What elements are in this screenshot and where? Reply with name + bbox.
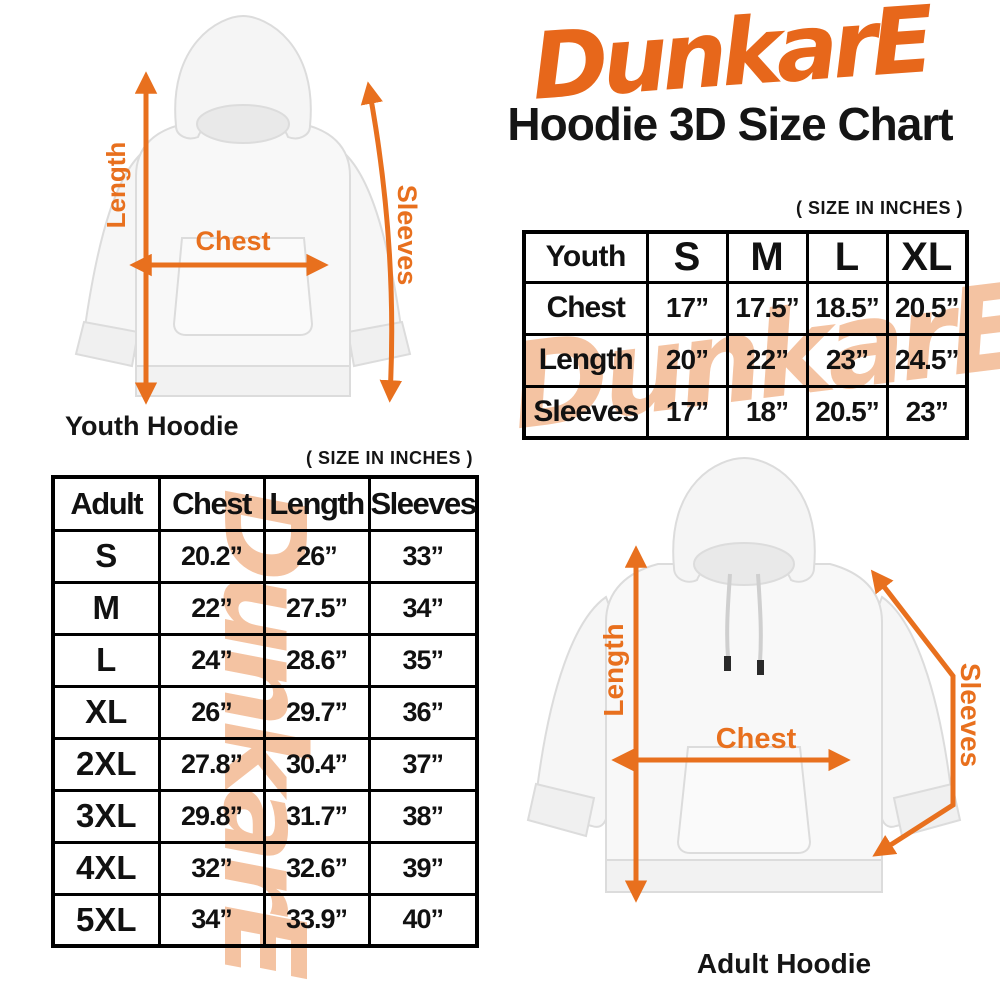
- page-title: Hoodie 3D Size Chart: [507, 97, 953, 150]
- cell: 35”: [367, 632, 479, 688]
- adult-chest-label: Chest: [716, 723, 797, 755]
- adult-row-m: M 22” 27.5” 34”: [51, 580, 479, 636]
- cell: 31.7”: [262, 788, 371, 844]
- youth-figure-caption: Youth Hoodie: [65, 411, 239, 441]
- adult-size-section: ( SIZE IN INCHES ) DunkarE Adult Chest L…: [51, 448, 479, 974]
- adult-row-3xl: 3XL 29.8” 31.7” 38”: [51, 788, 479, 844]
- row-label: 2XL: [51, 736, 161, 792]
- adult-row-xl: XL 26” 29.7” 36”: [51, 684, 479, 740]
- cell: 18.5”: [805, 280, 889, 336]
- cell: 24.5”: [885, 332, 969, 388]
- row-label: 3XL: [51, 788, 161, 844]
- cell: 20.5”: [885, 280, 969, 336]
- row-label: 4XL: [51, 840, 161, 896]
- row-label: Chest: [522, 280, 649, 336]
- cell: 33.9”: [262, 892, 371, 948]
- cell: 37”: [367, 736, 479, 792]
- youth-size-section: ( SIZE IN INCHES ) DunkarE Youth S M L X…: [503, 198, 1000, 456]
- cell: 34”: [367, 580, 479, 636]
- adult-row-4xl: 4XL 32” 32.6” 39”: [51, 840, 479, 896]
- cell: 24”: [157, 632, 266, 688]
- row-label: 5XL: [51, 892, 161, 948]
- adult-hoodie-drawing: [526, 456, 962, 893]
- youth-units-note: ( SIZE IN INCHES ): [795, 198, 963, 218]
- cell: 28.6”: [262, 632, 371, 688]
- youth-chest-label: Chest: [195, 226, 270, 256]
- cell: 23”: [885, 384, 969, 440]
- youth-length-label: Length: [101, 142, 131, 229]
- cell: 20”: [645, 332, 729, 388]
- youth-sleeves-label: Sleeves: [392, 185, 422, 286]
- adult-row-2xl: 2XL 27.8” 30.4” 37”: [51, 736, 479, 792]
- youth-table-header-row: Youth S M L XL: [522, 230, 969, 284]
- adult-sleeves-arrow: [870, 569, 956, 857]
- cell: 17”: [645, 384, 729, 440]
- cell: 38”: [367, 788, 479, 844]
- cell: 29.8”: [157, 788, 266, 844]
- adult-units-note: ( SIZE IN INCHES ): [305, 448, 473, 468]
- adult-table-header-row: Adult Chest Length Sleeves: [51, 475, 479, 532]
- row-label: L: [51, 632, 161, 688]
- cell: 22”: [725, 332, 809, 388]
- cell: 26”: [262, 528, 371, 584]
- row-label: Length: [522, 332, 649, 388]
- adult-table-corner: Adult: [51, 475, 161, 532]
- cell: 27.5”: [262, 580, 371, 636]
- youth-col-l: L: [805, 230, 889, 284]
- youth-col-m: M: [725, 230, 809, 284]
- cell: 17”: [645, 280, 729, 336]
- adult-hoodie-figure: Length Chest Sleeves Adult Hoodie: [488, 452, 1000, 1000]
- adult-col-chest: Chest: [157, 475, 266, 532]
- adult-row-l: L 24” 28.6” 35”: [51, 632, 479, 688]
- cell: 20.5”: [805, 384, 889, 440]
- adult-row-5xl: 5XL 34” 33.9” 40”: [51, 892, 479, 948]
- adult-row-s: S 20.2” 26” 33”: [51, 528, 479, 584]
- adult-col-length: Length: [262, 475, 371, 532]
- youth-table-corner: Youth: [522, 230, 649, 284]
- row-label: XL: [51, 684, 161, 740]
- cell: 17.5”: [725, 280, 809, 336]
- cell: 23”: [805, 332, 889, 388]
- cell: 34”: [157, 892, 266, 948]
- youth-length-row: Length 20” 22” 23” 24.5”: [522, 332, 969, 388]
- row-label: M: [51, 580, 161, 636]
- cell: 22”: [157, 580, 266, 636]
- youth-col-xl: XL: [885, 230, 969, 284]
- cell: 33”: [367, 528, 479, 584]
- adult-sleeves-label: Sleeves: [955, 663, 986, 767]
- cell: 26”: [157, 684, 266, 740]
- youth-col-s: S: [645, 230, 729, 284]
- adult-hoodie-illustration: Length Chest Sleeves: [526, 456, 986, 903]
- cell: 36”: [367, 684, 479, 740]
- cell: 39”: [367, 840, 479, 896]
- cell: 40”: [367, 892, 479, 948]
- adult-size-table: Adult Chest Length Sleeves S 20.2” 26” 3…: [51, 475, 479, 948]
- row-label: Sleeves: [522, 384, 649, 440]
- cell: 32”: [157, 840, 266, 896]
- youth-hoodie-figure: Length Chest Sleeves Youth Hoodie: [20, 0, 470, 450]
- cell: 29.7”: [262, 684, 371, 740]
- cell: 30.4”: [262, 736, 371, 792]
- brand-header: DunkarE Hoodie 3D Size Chart: [460, 0, 1000, 151]
- youth-sleeves-arrow: [360, 81, 403, 403]
- youth-hoodie-illustration: Length Chest Sleeves: [74, 14, 422, 405]
- adult-length-label: Length: [598, 623, 629, 716]
- cell: 18”: [725, 384, 809, 440]
- cell: 20.2”: [157, 528, 266, 584]
- youth-sleeves-row: Sleeves 17” 18” 20.5” 23”: [522, 384, 969, 440]
- row-label: S: [51, 528, 161, 584]
- youth-size-table: Youth S M L XL Chest 17” 17.5” 18.5” 20.…: [522, 230, 969, 440]
- youth-chest-row: Chest 17” 17.5” 18.5” 20.5”: [522, 280, 969, 336]
- adult-figure-caption: Adult Hoodie: [696, 948, 872, 979]
- cell: 27.8”: [157, 736, 266, 792]
- cell: 32.6”: [262, 840, 371, 896]
- adult-col-sleeves: Sleeves: [367, 475, 479, 532]
